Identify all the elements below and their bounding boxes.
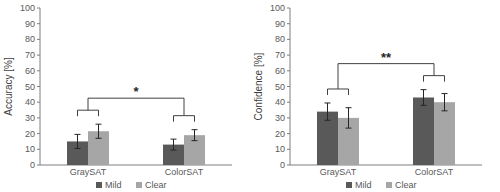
- x-tick-label: ColorSAT: [165, 167, 204, 177]
- y-axis-label: Confidence [%]: [253, 52, 264, 120]
- y-tick-label: 100: [270, 3, 285, 13]
- y-tick-label: 50: [275, 82, 285, 92]
- error-bar: [75, 134, 81, 148]
- error-stem: [98, 124, 99, 138]
- y-tick-label: 40: [275, 97, 285, 107]
- error-stem: [194, 130, 195, 141]
- error-stem: [444, 94, 445, 111]
- y-axis-label: Accuracy [%]: [3, 57, 14, 116]
- x-tick-label: ColorSAT: [415, 167, 454, 177]
- bar: [413, 97, 434, 165]
- legend-swatch: [346, 182, 352, 188]
- legend-swatch: [96, 182, 102, 188]
- error-bar: [325, 103, 331, 120]
- y-tick-label: 90: [25, 19, 35, 29]
- error-cap: [171, 150, 177, 151]
- y-tick-label: 90: [275, 19, 285, 29]
- error-cap: [96, 138, 102, 139]
- error-cap: [346, 128, 352, 129]
- legend-label: Mild: [355, 180, 372, 190]
- y-tick-label: 10: [275, 144, 285, 154]
- significance-label: **: [381, 50, 392, 65]
- error-cap: [96, 124, 102, 125]
- significance-bracket: [328, 64, 445, 95]
- error-cap: [192, 140, 198, 141]
- legend-label: Clear: [395, 180, 417, 190]
- error-stem: [423, 90, 424, 106]
- error-bar: [96, 124, 102, 138]
- y-tick-label: 20: [25, 129, 35, 139]
- y-tick-label: 20: [275, 129, 285, 139]
- error-cap: [75, 148, 81, 149]
- error-cap: [421, 89, 427, 90]
- legend-swatch: [386, 182, 392, 188]
- legend-swatch: [136, 182, 142, 188]
- x-tick-label: GraySAT: [70, 167, 107, 177]
- y-axis: [40, 8, 41, 165]
- y-tick-label: 80: [25, 34, 35, 44]
- panel: 0 10 20 30 40 50 60 70 80 90 100 Accuracy [%] GraySA…: [3, 3, 232, 190]
- error-cap: [75, 134, 81, 135]
- error-cap: [442, 110, 448, 111]
- bracket-line: [78, 98, 99, 116]
- x-tick-label: GraySAT: [320, 167, 357, 177]
- error-bar: [192, 130, 198, 141]
- error-bar: [442, 94, 448, 111]
- y-tick-label: 0: [280, 160, 285, 170]
- error-bar: [171, 139, 177, 150]
- error-stem: [173, 139, 174, 150]
- error-cap: [325, 102, 331, 103]
- bars: [317, 90, 455, 165]
- error-cap: [442, 93, 448, 94]
- bars: [67, 124, 205, 165]
- y-axis: [290, 8, 291, 165]
- legend-label: Mild: [105, 180, 122, 190]
- bar: [434, 102, 455, 165]
- error-cap: [171, 139, 177, 140]
- bracket-line: [328, 64, 349, 95]
- y-tick-label: 80: [275, 34, 285, 44]
- panel: 0 10 20 30 40 50 60 70 80 90 100 Confidence [%] Gray…: [253, 3, 482, 190]
- bracket-line: [174, 98, 195, 121]
- y-tick-label: 30: [275, 113, 285, 123]
- y-tick-label: 0: [30, 160, 35, 170]
- error-stem: [348, 108, 349, 128]
- significance-bracket: [78, 98, 195, 121]
- y-tick-label: 40: [25, 97, 35, 107]
- error-bar: [421, 90, 427, 106]
- error-cap: [346, 107, 352, 108]
- chart-root: 0102030405060708090100Accuracy [%]GraySA…: [0, 0, 500, 192]
- y-tick-label: 60: [275, 66, 285, 76]
- y-tick-label: 50: [25, 82, 35, 92]
- y-tick-label: 70: [275, 50, 285, 60]
- error-bar: [346, 108, 352, 128]
- y-tick-label: 70: [25, 50, 35, 60]
- y-tick-label: 30: [25, 113, 35, 123]
- error-cap: [421, 105, 427, 106]
- error-cap: [325, 120, 331, 121]
- error-stem: [77, 134, 78, 148]
- legend-label: Clear: [145, 180, 167, 190]
- error-cap: [192, 129, 198, 130]
- bracket-line: [424, 64, 445, 82]
- y-tick-label: 10: [25, 144, 35, 154]
- error-stem: [327, 103, 328, 120]
- significance-label: *: [133, 84, 139, 99]
- y-tick-label: 100: [20, 3, 35, 13]
- y-tick-label: 60: [25, 66, 35, 76]
